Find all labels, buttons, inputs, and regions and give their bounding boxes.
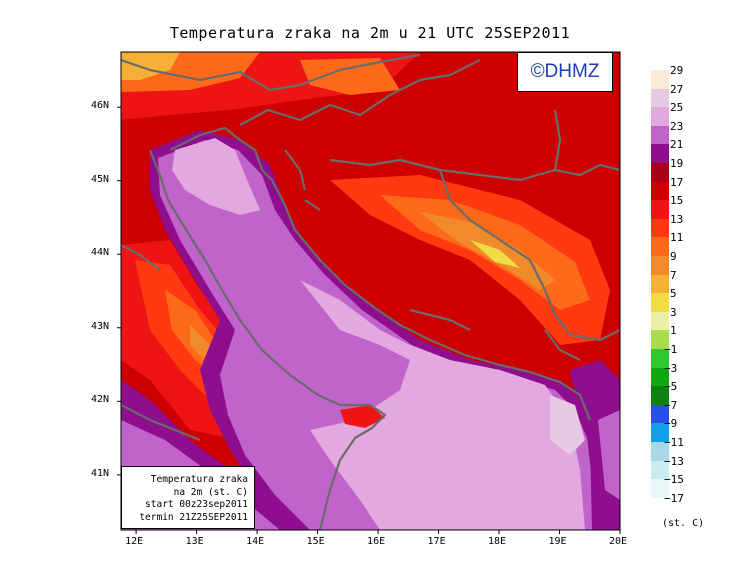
lat-tick-label: 41N [91, 467, 110, 479]
legend-swatch [651, 349, 669, 369]
legend-label: −11 [664, 436, 684, 449]
legend-swatch [651, 311, 669, 331]
legend-label: 21 [670, 138, 684, 152]
legend-swatch [651, 423, 669, 443]
legend-label: 19 [670, 157, 684, 170]
legend-label: 13 [670, 212, 684, 226]
legend-label: 1 [670, 324, 677, 338]
legend-label: 25 [670, 101, 684, 115]
legend-swatch [651, 125, 669, 145]
legend-swatch [651, 163, 669, 183]
legend-label: 9 [670, 250, 677, 263]
legend-swatch [651, 181, 669, 201]
legend-swatch [651, 367, 669, 387]
legend-label: −9 [664, 417, 678, 431]
plot-frame [120, 51, 621, 531]
legend-label: −3 [664, 361, 678, 375]
coastlines [121, 53, 620, 530]
lon-tick-label: 19E [548, 536, 567, 547]
lon-tick-label: 18E [488, 536, 507, 547]
legend-swatch [651, 274, 669, 294]
info-line-2: na 2m (st. C) [173, 486, 248, 498]
legend-label: 17 [670, 175, 684, 189]
legend-label: −17 [664, 491, 684, 505]
legend-swatch [651, 218, 669, 238]
legend-swatch [651, 237, 669, 257]
legend-swatch [651, 330, 669, 350]
lon-tick-label: 12E [125, 536, 144, 547]
legend-swatch [651, 88, 669, 108]
legend-label: −13 [664, 454, 684, 468]
legend-swatch [651, 70, 669, 90]
temperature-field [121, 52, 620, 530]
lon-tick-label: 17E [427, 536, 446, 547]
legend-swatch [651, 386, 669, 406]
info-line-4: termin 21Z25SEP2011 [139, 511, 248, 523]
legend-label: 3 [670, 305, 677, 319]
legend-swatch [651, 256, 669, 276]
legend-swatch [651, 293, 669, 313]
lat-tick-label: 42N [91, 394, 110, 406]
legend-label: 7 [670, 268, 677, 282]
lat-tick-label: 46N [91, 100, 110, 112]
legend-swatch [651, 107, 669, 127]
lat-tick-label: 43N [91, 320, 110, 332]
lon-tick-label: 13E [185, 536, 204, 547]
legend-swatch [651, 404, 669, 424]
lon-tick-label: 14E [246, 536, 265, 547]
legend-label: 15 [670, 194, 684, 208]
legend-label: −15 [664, 473, 684, 487]
legend-label: 27 [670, 82, 684, 96]
legend-label: −7 [664, 398, 678, 412]
legend-label: 5 [670, 287, 677, 301]
info-line-3: start 00z23sep2011 [145, 499, 248, 510]
lon-tick-label: 16E [367, 536, 386, 547]
lat-tick-label: 45N [91, 173, 110, 185]
legend-label: 29 [670, 64, 684, 77]
lon-tick-label: 15E [306, 536, 325, 547]
lat-tick-label: 44N [91, 247, 110, 259]
legend-label: 11 [670, 231, 684, 245]
info-box: Temperatura zraka na 2m (st. C) start 00… [121, 466, 255, 529]
info-line-1: Temperatura zraka [150, 474, 248, 485]
legend-swatch [651, 200, 669, 220]
legend-swatch [651, 144, 669, 164]
map-title: Temperatura zraka na 2m u 21 UTC 25SEP20… [169, 24, 571, 42]
legend-swatch [651, 479, 669, 499]
legend-label: −5 [664, 380, 678, 394]
legend-units: (st. C) [662, 518, 705, 529]
legend-label: −1 [664, 343, 678, 356]
legend-swatch [651, 442, 669, 462]
legend-swatch [651, 460, 669, 480]
lon-tick-label: 20E [609, 536, 628, 547]
dhmz-logo: ©DHMZ [517, 52, 613, 92]
legend-label: 23 [670, 119, 684, 133]
